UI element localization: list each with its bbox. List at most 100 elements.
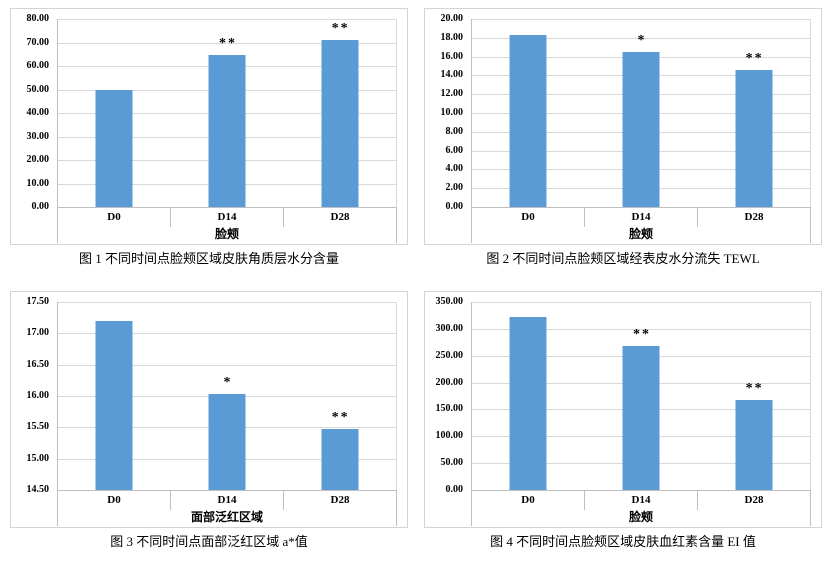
plot-area: * ** [471, 19, 811, 208]
category-label: D14 [170, 207, 283, 227]
figure-3: 14.50 15.00 15.50 16.00 16.50 17.00 17.50 * ** D0… [10, 291, 408, 550]
y-axis-tick-label: 2.00 [445, 182, 464, 194]
bar-D14 [208, 55, 246, 207]
gridline [58, 333, 396, 335]
chart-tewl: 0.00 2.00 4.00 6.00 8.00 10.00 12.00 14.00 16.00… [424, 8, 822, 245]
y-axis-tick-label: 16.50 [26, 358, 50, 370]
gridline [472, 302, 810, 303]
figure-4-caption: 图 4 不同时间点脸颊区域皮肤血红素含量 EI 值 [490, 534, 756, 549]
gridline [58, 19, 396, 20]
plot-area: * ** [57, 302, 397, 491]
figure-3-caption: 图 3 不同时间点面部泛红区域 a*值 [110, 534, 308, 549]
y-axis-tick-label: 17.50 [26, 296, 50, 307]
category-label: D28 [697, 490, 810, 510]
bar-D28 [321, 40, 359, 207]
y-axis-tick-label: 40.00 [26, 107, 50, 118]
y-axis-tick-label: 10.00 [440, 107, 464, 118]
y-axis-tick-label: 20.00 [440, 13, 464, 24]
y-axis: 14.50 15.00 15.50 16.00 16.50 17.00 17.50 [11, 297, 51, 495]
bar-D14 [208, 393, 246, 490]
x-axis-category-row: D0 D14 D28 [57, 207, 397, 227]
plot-area: ** ** [57, 19, 397, 208]
y-axis: 0.00 2.00 4.00 6.00 8.00 10.00 12.00 14.00 16.00… [425, 14, 465, 212]
category-label: D28 [283, 490, 396, 510]
y-axis-tick-label: 16.00 [440, 50, 464, 62]
category-label: D28 [283, 207, 396, 227]
x-axis-title: 脸颊 [471, 510, 811, 526]
plot-area: ** ** [471, 302, 811, 491]
significance-marker: ** [745, 380, 764, 396]
y-axis-tick-label: 70.00 [26, 36, 50, 48]
y-axis-tick-label: 80.00 [26, 13, 50, 24]
charts-grid: 0.00 10.00 20.00 30.00 40.00 50.00 60.00 70.00 8… [10, 8, 822, 550]
x-axis-category-row: D0 D14 D28 [471, 490, 811, 510]
y-axis-tick-label: 0.00 [445, 484, 464, 495]
x-axis-category-row: D0 D14 D28 [471, 207, 811, 227]
x-axis-category-row: D0 D14 D28 [57, 490, 397, 510]
y-axis-tick-label: 4.00 [445, 163, 464, 175]
y-axis-tick-label: 30.00 [26, 130, 50, 142]
significance-marker: * [223, 374, 233, 390]
y-axis-tick-label: 60.00 [26, 60, 50, 71]
y-axis-tick-label: 250.00 [435, 349, 464, 361]
gridline [58, 364, 396, 366]
bar-D14 [622, 346, 660, 490]
x-axis-title: 脸颊 [57, 227, 397, 243]
significance-marker: ** [331, 409, 350, 425]
chart-moisture: 0.00 10.00 20.00 30.00 40.00 50.00 60.00 70.00 8… [10, 8, 408, 245]
x-axis-title: 面部泛红区域 [57, 510, 397, 526]
y-axis-tick-label: 0.00 [31, 201, 50, 212]
category-label: D28 [697, 207, 810, 227]
y-axis: 0.00 10.00 20.00 30.00 40.00 50.00 60.00 70.00 8… [11, 14, 51, 212]
category-label: D14 [584, 207, 697, 227]
x-axis-title: 脸颊 [471, 227, 811, 243]
bar-D14 [622, 51, 660, 207]
gridline [472, 19, 810, 20]
y-axis-tick-label: 150.00 [435, 403, 464, 415]
chart-redness-a-value: 14.50 15.00 15.50 16.00 16.50 17.00 17.50 * ** D0… [10, 291, 408, 528]
gridline [58, 42, 396, 44]
y-axis-tick-label: 100.00 [435, 430, 464, 442]
category-label: D0 [521, 211, 535, 223]
figure-4: 0.00 50.00 100.00 150.00 200.00 250.00 300.00 3… [424, 291, 822, 550]
y-axis-tick-label: 50.00 [440, 457, 464, 469]
category-label: D0 [107, 494, 121, 506]
chart-hemoglobin-ei: 0.00 50.00 100.00 150.00 200.00 250.00 300.00 3… [424, 291, 822, 528]
bar-D0 [509, 34, 547, 207]
y-axis-tick-label: 14.50 [26, 484, 50, 495]
y-axis-tick-label: 200.00 [435, 376, 464, 388]
bar-D0 [95, 320, 133, 490]
significance-marker: ** [745, 50, 764, 66]
y-axis-tick-label: 14.00 [440, 69, 464, 81]
y-axis-tick-label: 50.00 [26, 83, 50, 95]
y-axis-tick-label: 300.00 [435, 322, 464, 334]
y-axis: 0.00 50.00 100.00 150.00 200.00 250.00 300.00 3… [425, 297, 465, 495]
figure-2-caption: 图 2 不同时间点脸颊区域经表皮水分流失 TEWL [486, 251, 760, 266]
category-label: D14 [584, 490, 697, 510]
y-axis-tick-label: 17.00 [26, 327, 50, 339]
y-axis-tick-label: 8.00 [445, 125, 464, 137]
y-axis-tick-label: 20.00 [26, 154, 50, 165]
bar-D28 [735, 399, 773, 490]
significance-marker: ** [331, 21, 350, 37]
category-label: D14 [170, 490, 283, 510]
significance-marker: * [637, 32, 647, 48]
figure-1-caption: 图 1 不同时间点脸颊区域皮肤角质层水分含量 [78, 251, 339, 266]
y-axis-tick-label: 0.00 [445, 201, 464, 212]
category-label: D0 [521, 494, 535, 506]
y-axis-tick-label: 16.00 [26, 390, 50, 401]
category-label: D0 [107, 211, 121, 223]
gridline [472, 37, 810, 39]
y-axis-tick-label: 18.00 [440, 31, 464, 43]
bar-D28 [321, 428, 359, 490]
figure-2: 0.00 2.00 4.00 6.00 8.00 10.00 12.00 14.00 16.00… [424, 8, 822, 267]
gridline [472, 328, 810, 330]
figure-1: 0.00 10.00 20.00 30.00 40.00 50.00 60.00 70.00 8… [10, 8, 408, 267]
significance-marker: ** [633, 327, 651, 343]
y-axis-tick-label: 15.50 [26, 421, 50, 433]
y-axis-tick-label: 12.00 [440, 88, 464, 100]
y-axis-tick-label: 10.00 [26, 177, 50, 189]
bar-D0 [95, 89, 133, 207]
gridline [58, 302, 396, 303]
y-axis-tick-label: 350.00 [435, 296, 464, 307]
